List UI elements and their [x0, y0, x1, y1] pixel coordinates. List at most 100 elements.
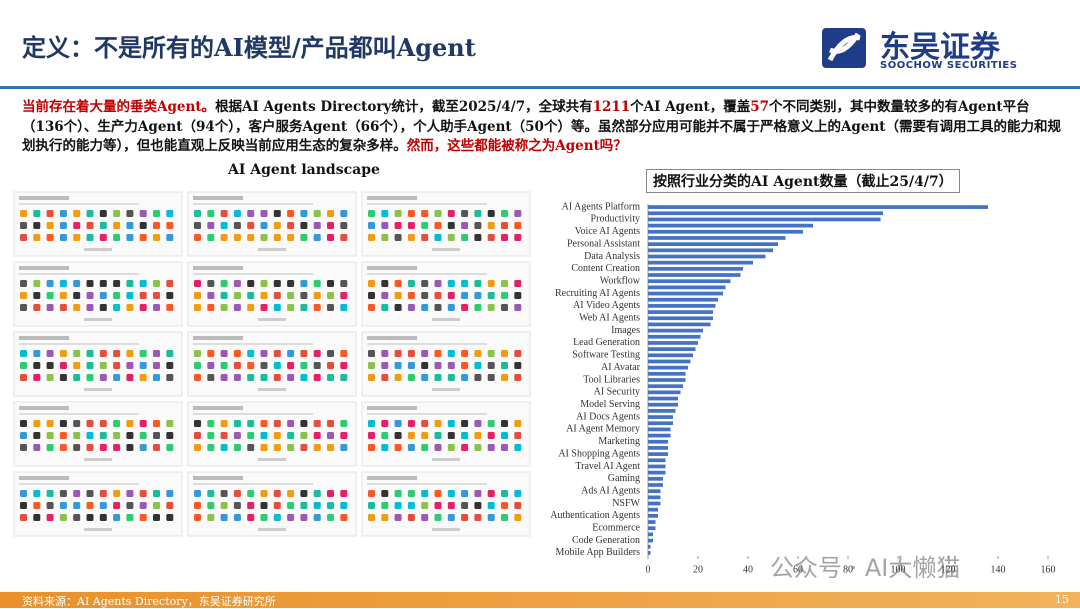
app-icon	[59, 222, 67, 229]
app-icon	[287, 210, 295, 217]
app-icon	[207, 304, 215, 311]
app-icon	[313, 420, 321, 427]
app-icon	[233, 222, 241, 229]
app-icon	[20, 222, 27, 229]
app-icon	[20, 350, 27, 357]
panel-heading	[19, 196, 69, 200]
app-icon	[73, 304, 81, 311]
app-icon	[59, 490, 67, 497]
app-icon	[327, 444, 334, 451]
app-icon	[368, 502, 375, 509]
app-icon	[166, 432, 174, 439]
app-icon	[421, 362, 429, 369]
panel-desc	[193, 413, 313, 415]
app-icon	[447, 280, 455, 287]
app-icon	[368, 234, 375, 241]
app-icon	[59, 234, 67, 241]
app-icon	[46, 304, 54, 311]
app-icon	[153, 304, 160, 311]
app-icon	[434, 222, 442, 229]
app-icon	[381, 490, 389, 497]
app-icon	[33, 210, 41, 217]
app-icon	[233, 374, 241, 381]
body-text: 当前存在着大量的垂类Agent。根据AI Agents Directory统计，…	[22, 98, 1062, 157]
panel-heading	[19, 336, 69, 340]
app-icon	[207, 280, 215, 287]
app-icon	[73, 444, 81, 451]
app-icon	[73, 292, 81, 299]
app-icon	[447, 234, 455, 241]
app-icon	[153, 280, 160, 287]
app-icon	[20, 374, 27, 381]
app-icon	[313, 292, 321, 299]
app-icon	[86, 502, 94, 509]
app-icon	[461, 444, 469, 451]
panel-heading	[19, 406, 69, 410]
bar	[648, 495, 661, 500]
app-icon	[260, 490, 268, 497]
app-icon	[33, 292, 41, 299]
app-icon	[59, 374, 67, 381]
bar	[648, 297, 718, 302]
app-icon	[434, 374, 442, 381]
y-tick-label: Images	[611, 325, 640, 336]
app-icon	[247, 234, 255, 241]
chart: 0 20 40 60 80 100 120 140 160 AI Agents Platform P…	[550, 201, 1055, 575]
app-icon	[260, 444, 268, 451]
app-icon	[207, 362, 215, 369]
show-more	[432, 318, 460, 321]
y-tick-label: AI Avatar	[601, 362, 641, 373]
app-icon	[461, 432, 469, 439]
app-icon	[421, 234, 429, 241]
app-icon	[514, 280, 522, 287]
app-icon	[46, 234, 54, 241]
app-icon	[207, 432, 215, 439]
app-icon	[207, 374, 215, 381]
app-icon	[287, 502, 295, 509]
watermark: 公众号 · AI大懒猫	[770, 554, 961, 582]
app-icon	[86, 374, 94, 381]
panel-desc	[367, 273, 487, 275]
bar	[648, 347, 696, 351]
app-icon	[153, 222, 160, 229]
app-icon	[99, 444, 107, 451]
app-icon	[33, 350, 41, 357]
app-icon	[86, 490, 94, 497]
app-icon	[514, 362, 522, 369]
app-icon	[247, 350, 255, 357]
app-icon	[194, 490, 201, 497]
app-icon	[233, 432, 241, 439]
app-icon	[487, 362, 495, 369]
app-icon	[394, 210, 402, 217]
bar	[648, 285, 726, 290]
app-icon	[487, 444, 495, 451]
app-icon	[407, 502, 415, 509]
app-icon	[113, 490, 121, 497]
app-icon	[327, 280, 334, 287]
app-icon	[139, 292, 147, 299]
bar	[648, 520, 656, 524]
app-icon	[207, 444, 215, 451]
app-icon	[20, 234, 27, 241]
app-icon	[313, 502, 321, 509]
app-icon	[434, 304, 442, 311]
app-icon	[247, 420, 255, 427]
app-icon	[260, 374, 268, 381]
app-icon	[273, 234, 281, 241]
y-tick-label: NSFW	[612, 498, 640, 509]
app-icon	[20, 304, 27, 311]
app-icon	[126, 280, 134, 287]
app-icon	[273, 490, 281, 497]
app-icon	[194, 444, 201, 451]
app-icon	[313, 210, 321, 217]
app-icon	[368, 350, 375, 357]
bar	[648, 328, 703, 333]
text-segment: 个AI Agent，覆盖	[630, 99, 751, 115]
app-icon	[434, 502, 442, 509]
y-tick-label: Travel AI Agent	[575, 461, 640, 472]
app-icon	[20, 280, 27, 287]
bar	[648, 341, 698, 345]
app-icon	[313, 374, 321, 381]
app-icon	[381, 292, 389, 299]
